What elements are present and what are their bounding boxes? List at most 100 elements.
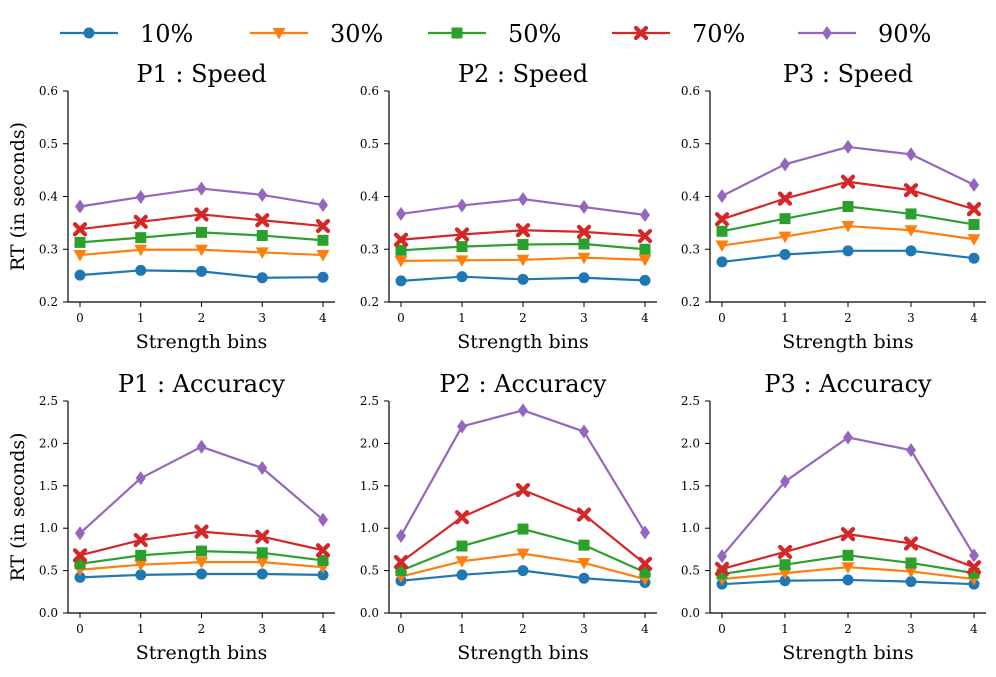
- data-point: [256, 230, 268, 242]
- data-point: [318, 512, 328, 527]
- data-point: [393, 232, 409, 247]
- y-tick-label: 0.6: [360, 84, 379, 98]
- x-tick-label: 2: [198, 622, 206, 636]
- data-point: [194, 207, 209, 222]
- x-tick-label: 1: [781, 622, 789, 636]
- series-30pct: [394, 252, 652, 268]
- data-point: [515, 482, 531, 498]
- data-point: [576, 507, 592, 522]
- data-point: [195, 244, 208, 257]
- data-point: [74, 269, 86, 281]
- data-point: [780, 157, 790, 172]
- data-point: [72, 222, 88, 237]
- data-point: [968, 567, 980, 579]
- y-tick-label: 0.0: [681, 606, 700, 620]
- panel-p2-speed: P2 : Speed 0.2 0.3 0.4 0.5 0.6 0 1 2 3 4 Strength b…: [360, 60, 657, 353]
- y-tick-label: 2.0: [681, 436, 700, 450]
- data-point: [393, 555, 409, 570]
- panel-p3-accuracy: P3 : Accuracy 0.0 0.5 1.0 1.5 2.0 2.5 0 1 2 3 4 Stre…: [681, 370, 986, 664]
- data-point: [394, 255, 408, 268]
- data-point: [257, 460, 268, 475]
- data-point: [840, 527, 856, 542]
- data-point: [318, 197, 328, 212]
- y-tick-label: 0.6: [39, 84, 58, 98]
- data-point: [579, 200, 589, 215]
- x-axis-label: Strength bins: [136, 331, 268, 353]
- data-point: [717, 188, 727, 203]
- legend-label: 70%: [692, 20, 745, 48]
- data-point: [133, 214, 148, 229]
- series-10pct: [74, 264, 329, 284]
- panel-p2-accuracy: P2 : Accuracy 0.0 0.5 1.0 1.5 2.0 2.5 0 1 2 3 4 Stre…: [360, 370, 657, 664]
- x-tick-label: 4: [970, 311, 978, 325]
- panel-title: P3 : Speed: [783, 60, 913, 88]
- y-tick-label: 2.5: [681, 394, 700, 408]
- data-point: [578, 539, 590, 551]
- data-point: [517, 239, 529, 251]
- x-tick-label: 4: [641, 622, 649, 636]
- series-50pct: [74, 226, 329, 248]
- data-point: [255, 557, 269, 569]
- y-tick-label: 2.5: [360, 394, 379, 408]
- y-tick-label: 0.6: [681, 84, 700, 98]
- legend-label: 90%: [878, 20, 931, 48]
- x-tick-label: 4: [641, 311, 649, 325]
- data-point: [455, 556, 469, 568]
- x-tick-label: 3: [580, 622, 588, 636]
- data-point: [717, 549, 727, 564]
- data-point: [966, 560, 982, 575]
- x-tick-label: 1: [458, 622, 466, 636]
- y-tick-label: 2.0: [39, 436, 58, 450]
- x-tick-label: 4: [970, 622, 978, 636]
- data-point: [906, 147, 916, 162]
- series-70pct: [714, 527, 982, 577]
- series-10pct: [74, 568, 329, 583]
- data-point: [778, 568, 792, 580]
- x-tick-label: 1: [137, 622, 145, 636]
- data-point: [135, 190, 146, 205]
- data-point: [256, 568, 268, 580]
- data-point: [74, 571, 86, 583]
- data-point: [639, 243, 651, 255]
- data-point: [904, 225, 918, 237]
- data-point: [196, 568, 207, 580]
- data-point: [716, 256, 728, 268]
- x-tick-label: 0: [397, 311, 405, 325]
- x-tick-label: 2: [198, 311, 206, 325]
- series-10pct: [395, 271, 651, 287]
- data-point: [905, 557, 917, 569]
- x-tick-label: 3: [258, 622, 266, 636]
- series-70pct: [393, 223, 653, 247]
- data-point: [515, 223, 531, 238]
- legend-marker-diamond: [822, 26, 832, 40]
- data-point: [577, 557, 591, 570]
- data-point: [73, 250, 87, 262]
- data-point: [576, 224, 592, 239]
- series-90pct: [717, 430, 979, 564]
- data-point: [637, 228, 653, 244]
- data-point: [639, 566, 651, 578]
- series-70pct: [393, 482, 653, 571]
- series-30pct: [73, 244, 330, 262]
- data-point: [257, 187, 268, 202]
- data-point: [968, 252, 980, 264]
- data-point: [518, 192, 528, 207]
- y-tick-label: 0.4: [39, 190, 58, 204]
- x-tick-label: 3: [907, 622, 915, 636]
- data-point: [640, 207, 650, 222]
- data-point: [906, 443, 916, 458]
- data-point: [74, 558, 86, 570]
- x-axis-label: Strength bins: [782, 331, 914, 353]
- data-point: [840, 174, 856, 189]
- y-tick-label: 0.5: [39, 564, 58, 578]
- data-point: [640, 525, 650, 540]
- legend-label: 30%: [330, 20, 383, 48]
- y-tick-label: 1.0: [360, 521, 379, 535]
- y-tick-label: 0.5: [39, 137, 58, 151]
- series-50pct: [74, 545, 329, 570]
- data-point: [842, 201, 854, 213]
- panel-title: P1 : Accuracy: [118, 370, 286, 398]
- y-tick-label: 2.0: [360, 436, 379, 450]
- data-point: [255, 213, 270, 228]
